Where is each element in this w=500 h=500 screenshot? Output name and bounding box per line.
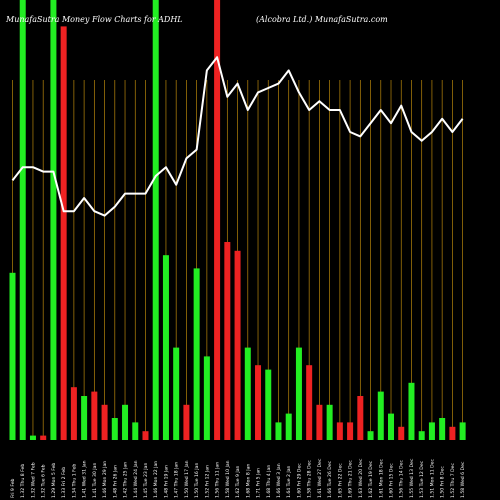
x-tick-label: 1.41 Tue 30 Jan — [92, 463, 98, 498]
money-flow-bars — [9, 0, 466, 441]
bar-up — [408, 382, 415, 440]
bar-down — [142, 431, 149, 440]
bar-up — [418, 431, 425, 440]
x-tick-label: 1.52 Thu 7 Dec — [450, 462, 456, 498]
x-tick-label: 1.68 Mon 8 Jan — [245, 464, 251, 498]
bar-up — [265, 369, 272, 440]
bar-up — [50, 0, 57, 440]
bar-down — [398, 426, 405, 440]
x-tick-label: 1.53 Tue 12 Dec — [419, 460, 425, 498]
bar-up — [326, 404, 333, 440]
x-tick-label: 1.69 Thu 21 Dec — [348, 460, 354, 498]
bar-up — [295, 347, 302, 440]
x-tick-label: 1.41 Wed 31 Jan — [82, 460, 88, 498]
bar-down — [40, 435, 47, 440]
bar-up — [367, 431, 374, 440]
bar-down — [101, 404, 108, 440]
bar-down — [449, 426, 456, 440]
bar-up — [9, 272, 16, 440]
bar-down — [336, 422, 343, 440]
x-tick-label: 1.71 Fri 5 Jan — [256, 468, 262, 498]
bar-up — [439, 418, 446, 440]
x-tick-label: 1.32 Tue 6 Feb — [41, 464, 47, 498]
bar-down — [357, 396, 364, 440]
x-tick-label: 1.60 Fri 29 Dec — [296, 463, 302, 498]
bar-down — [91, 391, 98, 440]
x-tick-label: 1.47 Thu 18 Jan — [174, 462, 180, 498]
x-tick-label: 1.62 Tue 19 Dec — [368, 460, 374, 498]
bar-down — [347, 422, 354, 440]
x-tick-label: Fri 9 Feb — [10, 478, 16, 498]
bar-up — [193, 268, 200, 440]
x-tick-label: 1.55 Wed 13 Dec — [409, 458, 415, 498]
bar-up — [377, 391, 384, 440]
bar-down — [306, 365, 313, 440]
x-tick-label: 1.63 Wed 20 Dec — [358, 458, 364, 498]
x-tick-label: 1.33 Fri 2 Feb — [61, 467, 67, 498]
x-tick-label: 1.68 Thu 4 Jan — [266, 465, 272, 498]
bar-down — [255, 365, 262, 440]
bar-down — [60, 26, 67, 441]
bar-up — [81, 396, 88, 440]
bar-down — [234, 250, 241, 440]
bar-up — [285, 413, 292, 440]
x-tick-label: 1.46 Mon 29 Jan — [102, 461, 108, 498]
bar-up — [122, 404, 129, 440]
bar-up — [459, 422, 466, 440]
x-tick-label: 1.61 Mon 18 Dec — [378, 458, 384, 498]
x-tick-label: 1.56 Thu 11 Jan — [215, 462, 221, 498]
x-tick-label: 1.46 Mon 22 Jan — [153, 461, 159, 498]
x-tick-label: 1.44 Wed 24 Jan — [133, 460, 139, 498]
x-tick-label: 1.48 Fri 26 Jan — [112, 465, 118, 498]
bar-up — [19, 0, 26, 440]
bar-down — [316, 404, 323, 440]
x-tick-label: 1.50 Tue 16 Jan — [194, 463, 200, 498]
x-tick-label: 1.58 Thu 28 Dec — [307, 460, 313, 498]
x-tick-label: 1.34 Thu 1 Feb — [71, 464, 77, 498]
bar-up — [428, 422, 435, 440]
x-tick-label: 1.51 Mon 11 Dec — [429, 458, 435, 498]
x-tick-label: 1.58 Wed 6 Dec — [460, 461, 466, 498]
bar-up — [152, 0, 159, 440]
bar-up — [132, 422, 139, 440]
x-tick-label: 1.58 Wed 10 Jan — [225, 460, 231, 498]
x-tick-label: 1.45 Tue 23 Jan — [143, 463, 149, 498]
bar-up — [275, 422, 282, 440]
bar-up — [29, 435, 36, 440]
x-tick-label: 1.60 Fri 15 Dec — [389, 463, 395, 498]
x-tick-label: 1.56 Thu 14 Dec — [399, 460, 405, 498]
x-tick-label: 1.66 Wed 3 Jan — [276, 463, 282, 498]
price-line — [11, 56, 464, 217]
bar-up — [162, 255, 169, 440]
chart-title: MunafaSutra Money Flow Charts for ADHL — [5, 15, 183, 24]
x-tick-label: 1.32 Wed 7 Feb — [30, 462, 36, 498]
x-tick-label: 1.50 Wed 17 Jan — [184, 460, 190, 498]
x-tick-label: 1.62 Tue 9 Jan — [235, 465, 241, 498]
x-tick-label: 1.61 Wed 27 Dec — [317, 458, 323, 498]
x-tick-label: 1.42 Thu 25 Jan — [123, 462, 129, 498]
x-tick-label: 1.32 Thu 8 Feb — [20, 464, 26, 498]
x-tick-label: 1.66 Tue 26 Dec — [327, 460, 333, 498]
bar-up — [244, 347, 251, 440]
bar-down — [183, 404, 190, 440]
bar-up — [203, 356, 210, 440]
x-tick-label: 1.65 Fri 22 Dec — [337, 463, 343, 498]
bar-down — [224, 242, 231, 440]
x-tick-label: 1.50 Fri 8 Dec — [440, 466, 446, 498]
x-tick-label: 1.29 Mon 5 Feb — [51, 463, 57, 498]
bar-down — [70, 387, 77, 440]
bar-up — [111, 418, 118, 440]
bar-up — [388, 413, 395, 440]
x-tick-label: 1.64 Tue 2 Jan — [286, 465, 292, 498]
x-tick-label: 1.48 Fri 19 Jan — [163, 465, 169, 498]
bar-down — [214, 0, 221, 440]
x-axis-tick-labels: Fri 9 Feb 1.32 Thu 8 Feb 1.32 Wed 7 Feb 1.3… — [10, 458, 466, 498]
x-tick-label: 1.52 Fri 12 Jan — [204, 465, 210, 498]
chart-subtitle: (Alcobra Ltd.) MunafaSutra.com — [256, 15, 388, 24]
bar-up — [173, 347, 180, 440]
